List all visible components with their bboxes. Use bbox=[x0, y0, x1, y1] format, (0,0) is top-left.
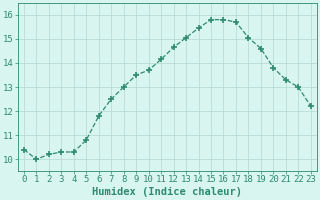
X-axis label: Humidex (Indice chaleur): Humidex (Indice chaleur) bbox=[92, 187, 242, 197]
